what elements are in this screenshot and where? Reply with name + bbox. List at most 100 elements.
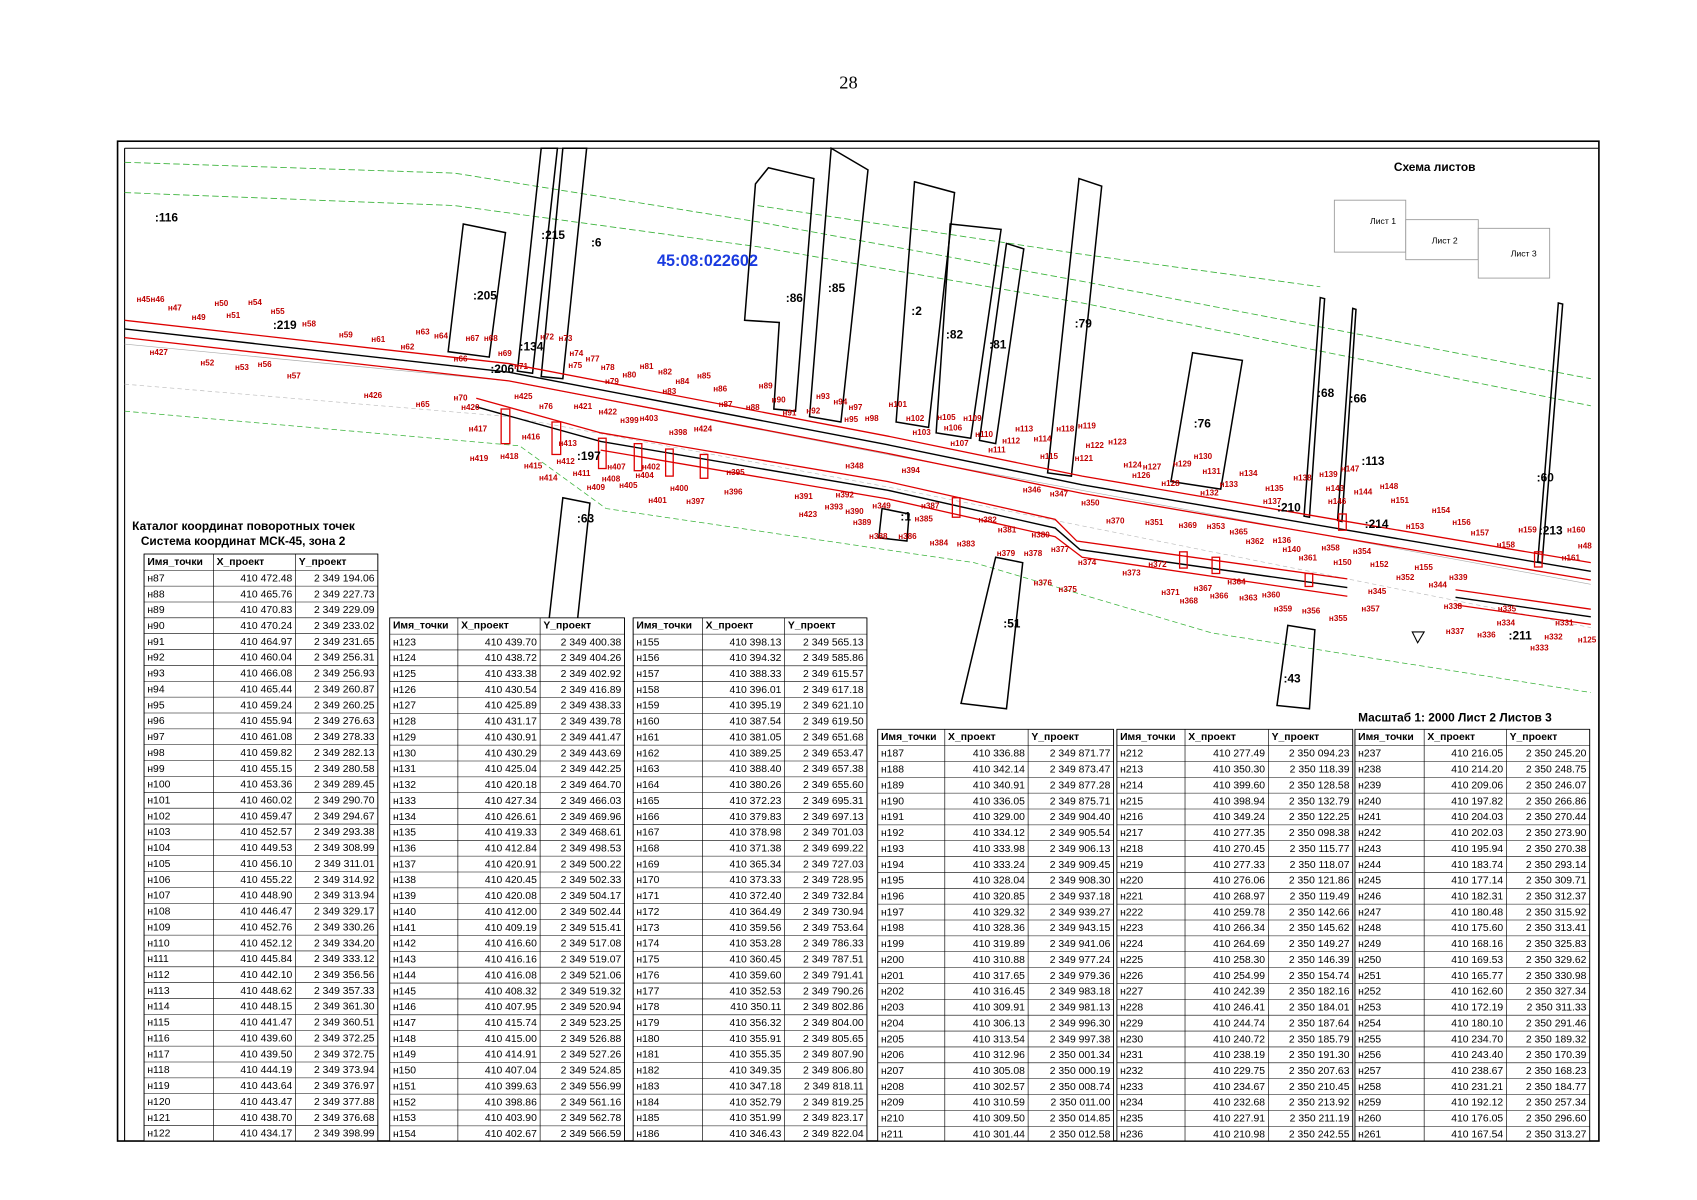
table-cell: н111 (147, 954, 169, 965)
point-label: н86 (713, 385, 727, 394)
table-cell: 410 231.21 (1451, 1082, 1503, 1093)
table-cell: 410 409.19 (485, 923, 537, 934)
table-cell: н96 (147, 716, 164, 727)
table-cell: 2 349 818.11 (804, 1081, 864, 1092)
table-cell: 2 350 191.30 (1289, 1050, 1350, 1061)
point-label: н101 (889, 400, 908, 409)
point-label: н72 (540, 333, 554, 342)
coordinate-table: Имя_точки X_проект Y_проект н237 410 216.05 2… (1354, 728, 1591, 1141)
table-cell: н188 (881, 765, 904, 776)
table-cell: 410 177.14 (1451, 876, 1503, 887)
table-cell: н178 (636, 1002, 659, 1013)
table-cell: 410 312.96 (973, 1050, 1025, 1061)
table-cell: 2 350 142.66 (1289, 907, 1350, 918)
table-cell: 2 349 979.36 (1050, 971, 1111, 982)
table-cell: н134 (393, 812, 416, 823)
table-cell: н101 (147, 796, 170, 807)
table-cell: 2 349 464.70 (561, 780, 622, 791)
point-label: н422 (599, 407, 618, 416)
table-cell: н215 (1120, 796, 1143, 807)
table-cell: 410 254.99 (1213, 971, 1265, 982)
table-cell: 2 350 330.98 (1526, 971, 1587, 982)
table-cell: н200 (881, 955, 904, 966)
table-cell: 410 306.13 (973, 1018, 1025, 1029)
table-cell: 410 412.00 (485, 907, 537, 918)
parcel-label: :205 (473, 289, 497, 303)
table-cell: 410 333.24 (973, 860, 1025, 871)
point-label: н397 (686, 497, 705, 506)
table-cell: 410 459.47 (240, 811, 292, 822)
table-cell: н201 (881, 971, 904, 982)
table-cell: н244 (1358, 860, 1381, 871)
table-cell: н122 (147, 1129, 170, 1140)
table-cell: н218 (1120, 844, 1143, 855)
table-cell: н247 (1358, 907, 1381, 918)
table-cell: 2 350 327.34 (1526, 987, 1587, 998)
table-cell: н187 (881, 749, 904, 760)
table-cell: 410 259.78 (1213, 907, 1265, 918)
parcel-label: :66 (1349, 391, 1367, 405)
table-cell: 2 350 213.92 (1289, 1098, 1350, 1109)
table-cell: 410 412.84 (485, 844, 537, 855)
table-cell: 2 350 325.83 (1526, 939, 1587, 950)
point-label: н404 (635, 471, 654, 480)
table-cell: 2 349 441.47 (561, 732, 622, 743)
table-cell: н180 (636, 1034, 659, 1045)
table-cell: 410 439.60 (240, 1033, 292, 1044)
parcel-label: :215 (541, 228, 565, 242)
table-cell: н97 (147, 732, 164, 743)
table-cell: 410 414.91 (485, 1050, 537, 1061)
table-header: Y_проект (788, 621, 836, 632)
table-cell: 410 234.67 (1213, 1082, 1265, 1093)
table-cell: н252 (1358, 987, 1381, 998)
table-cell: н207 (881, 1066, 904, 1077)
parcel-label: :60 (1537, 470, 1555, 484)
table-cell: н245 (1358, 876, 1381, 887)
table-cell: н179 (636, 1018, 659, 1029)
table-header: Y_проект (543, 621, 591, 632)
table-cell: 2 349 807.90 (803, 1050, 864, 1061)
table-cell: 410 419.33 (485, 828, 537, 839)
table-cell: 2 349 330.26 (314, 922, 375, 933)
catalog-subtitle: Система координат МСК-45, зона 2 (141, 534, 346, 548)
table-cell: н228 (1120, 1003, 1143, 1014)
table-cell: н158 (636, 685, 659, 696)
table-cell: 2 349 442.25 (561, 764, 622, 775)
point-label: н377 (1051, 545, 1070, 554)
table-cell: н242 (1358, 828, 1381, 839)
table-cell: 2 349 519.32 (561, 986, 622, 997)
table-cell: 2 349 502.44 (561, 907, 622, 918)
table-cell: 2 350 211.19 (1290, 1114, 1350, 1125)
table-cell: н175 (636, 955, 659, 966)
table-cell: 2 350 132.79 (1289, 796, 1350, 807)
table-cell: 2 350 011.00 (1051, 1098, 1111, 1109)
table-cell: 410 381.05 (729, 732, 781, 743)
table-cell: 410 438.72 (485, 653, 537, 664)
table-cell: 2 350 315.92 (1526, 907, 1587, 918)
table-cell: 2 349 727.03 (803, 859, 864, 870)
point-label: н364 (1227, 577, 1246, 586)
table-cell: 410 167.54 (1451, 1129, 1503, 1140)
point-label: н84 (675, 377, 689, 386)
table-cell: 410 246.41 (1213, 1003, 1265, 1014)
table-cell: н261 (1358, 1129, 1381, 1140)
table-cell: 2 349 653.47 (803, 748, 864, 759)
table-cell: н113 (147, 986, 169, 997)
table-cell: 2 349 908.30 (1050, 876, 1111, 887)
table-cell: н105 (147, 859, 170, 870)
point-label: н382 (978, 516, 997, 525)
point-label: н425 (514, 392, 533, 401)
table-cell: 410 349.24 (1213, 812, 1265, 823)
table-cell: 2 349 517.08 (561, 939, 622, 950)
parcel-label: :213 (1539, 523, 1563, 537)
table-cell: 2 350 313.27 (1526, 1129, 1587, 1140)
table-cell: 410 258.30 (1213, 955, 1265, 966)
table-cell: н143 (393, 955, 416, 966)
table-cell: н224 (1120, 939, 1143, 950)
point-label: н152 (1370, 560, 1389, 569)
table-cell: 410 328.36 (973, 923, 1025, 934)
table-cell: н124 (393, 653, 416, 664)
point-label: н81 (640, 362, 654, 371)
table-cell: н102 (147, 811, 170, 822)
point-label: н384 (930, 538, 949, 547)
